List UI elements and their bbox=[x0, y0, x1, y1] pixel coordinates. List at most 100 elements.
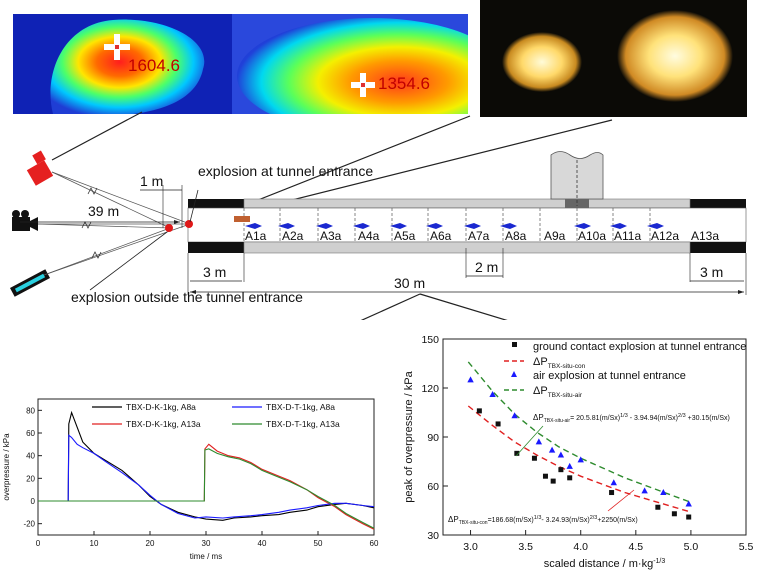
crosshair-icon bbox=[351, 73, 375, 97]
data-point bbox=[535, 438, 543, 445]
y-tick-label: -20 bbox=[23, 520, 35, 529]
y-tick-label: 60 bbox=[26, 429, 35, 438]
y-tick-label: 90 bbox=[427, 432, 439, 444]
x-tick-label: 4.0 bbox=[573, 541, 588, 553]
legend-marker bbox=[512, 342, 517, 347]
series-line bbox=[38, 443, 375, 530]
x-axis-label: time / ms bbox=[190, 552, 222, 561]
fireball-photo-right bbox=[607, 0, 747, 117]
dimension-2m: 2 m bbox=[475, 259, 499, 275]
y-tick-label: 80 bbox=[26, 406, 35, 415]
y-tick-label: 40 bbox=[26, 452, 35, 461]
tunnel-floor bbox=[243, 241, 691, 254]
data-point bbox=[476, 408, 482, 414]
camera-top-icon bbox=[26, 150, 54, 186]
data-point bbox=[495, 421, 501, 427]
y-tick-label: 120 bbox=[421, 383, 439, 395]
legend-label: TBX-D-K-1kg, A8a bbox=[126, 402, 196, 412]
sensor-label: A2a bbox=[282, 229, 304, 243]
data-point bbox=[467, 376, 474, 383]
data-point bbox=[686, 514, 692, 520]
x-axis-label: scaled distance / m·kg-1/3 bbox=[544, 558, 666, 570]
data-point bbox=[609, 490, 615, 496]
equation-air: ΔPTBX-situ-air= 20.5.81(m/Sx)1/3 - 3.94.… bbox=[533, 413, 730, 424]
fit-curve bbox=[467, 405, 692, 513]
data-point bbox=[655, 504, 661, 510]
dimension-3m-right: 3 m bbox=[700, 264, 724, 280]
label-explosion-outside: explosion outside the tunnel entrance bbox=[71, 289, 303, 305]
x-tick-label: 4.5 bbox=[629, 541, 644, 553]
equation-con: ΔPTBX-situ-con=186.68(m/Sx)1/3- 3.24.93(… bbox=[448, 515, 638, 526]
dimension-30m: 30 m bbox=[394, 275, 426, 291]
sensor-label: A8a bbox=[505, 229, 527, 243]
x-tick-label: 5.0 bbox=[684, 541, 699, 553]
x-tick-label: 30 bbox=[202, 539, 211, 548]
thermal-left-temp: 1604.6 bbox=[128, 56, 180, 75]
legend-label: TBX-D-T-1kg, A13a bbox=[266, 419, 340, 429]
thermal-right-temp: 1354.6 bbox=[378, 74, 430, 93]
leader-line bbox=[360, 293, 421, 320]
tunnel-diagram bbox=[9, 111, 747, 320]
y-tick-label: 0 bbox=[31, 497, 36, 506]
y-axis-label: peak of overpressure / kPa bbox=[403, 370, 415, 502]
data-point bbox=[685, 500, 692, 507]
x-tick-label: 60 bbox=[370, 539, 379, 548]
data-point bbox=[671, 511, 677, 517]
charge-entrance bbox=[185, 220, 193, 228]
x-tick-label: 50 bbox=[314, 539, 323, 548]
data-point bbox=[567, 475, 573, 481]
label-explosion-entrance: explosion at tunnel entrance bbox=[198, 163, 374, 179]
x-tick-label: 0 bbox=[36, 539, 41, 548]
pressure-sensors bbox=[245, 223, 664, 229]
sensor-label: A10a bbox=[578, 229, 607, 243]
camera-bottom-icon bbox=[9, 269, 51, 297]
data-point bbox=[557, 451, 565, 458]
plot-frame bbox=[37, 398, 375, 536]
series-line bbox=[38, 434, 375, 519]
sensor-label: A3a bbox=[320, 229, 342, 243]
x-tick-label: 40 bbox=[258, 539, 267, 548]
data-point bbox=[566, 462, 573, 469]
annotation-pointer bbox=[515, 425, 544, 457]
crosshair-icon bbox=[104, 34, 130, 60]
data-point bbox=[531, 455, 537, 461]
charge-outside bbox=[165, 224, 173, 232]
data-point bbox=[610, 479, 617, 486]
x-tick-label: 3.0 bbox=[463, 541, 478, 553]
x-tick-label: 20 bbox=[146, 539, 155, 548]
data-point bbox=[489, 391, 496, 398]
sensor-label: A6a bbox=[430, 229, 452, 243]
x-tick-label: 3.5 bbox=[518, 541, 533, 553]
series-line bbox=[38, 448, 375, 529]
sensor-label: A13a bbox=[691, 229, 720, 243]
fireball-photo-left bbox=[480, 0, 607, 117]
data-point bbox=[660, 489, 667, 496]
legend-label: TBX-D-K-1kg, A13a bbox=[126, 419, 201, 429]
data-point bbox=[577, 456, 584, 463]
sensor-label: A11a bbox=[614, 229, 642, 243]
sensor-label: A12a bbox=[651, 229, 680, 243]
data-point bbox=[641, 487, 648, 494]
leader-line bbox=[419, 293, 508, 320]
plot-frame bbox=[442, 338, 747, 536]
x-tick-label: 10 bbox=[90, 539, 99, 548]
shaft-opening bbox=[565, 199, 589, 208]
series-line bbox=[38, 410, 375, 521]
sensor-label: A4a bbox=[358, 229, 380, 243]
thermal-image-left bbox=[13, 14, 242, 114]
y-tick-label: 30 bbox=[427, 530, 439, 542]
y-tick-label: 60 bbox=[427, 481, 439, 493]
charge-box bbox=[234, 216, 250, 222]
data-point bbox=[550, 478, 556, 484]
legend-marker bbox=[511, 371, 517, 377]
overpressure-time-chart: 0 10 20 30 40 50 60 -20 0 20 40 60 80 time / ms overpr… bbox=[2, 398, 379, 561]
y-tick-label: 150 bbox=[421, 334, 439, 346]
data-point bbox=[511, 412, 518, 419]
data-point bbox=[548, 446, 556, 453]
legend-label: TBX-D-T-1kg, A8a bbox=[266, 402, 335, 412]
data-point bbox=[542, 473, 548, 479]
camera-middle-icon bbox=[12, 210, 38, 231]
leader-line bbox=[51, 111, 143, 161]
annotation-pointer bbox=[607, 489, 635, 512]
dimension-3m-left: 3 m bbox=[203, 264, 227, 280]
